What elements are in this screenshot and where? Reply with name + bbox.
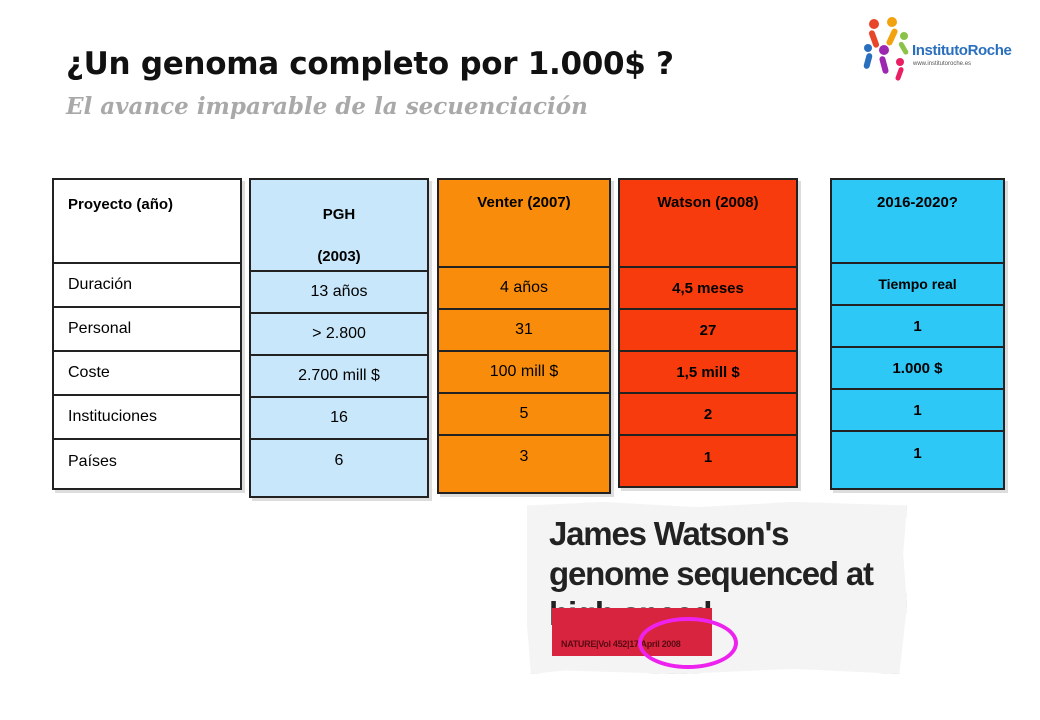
- venter-cell: 100 mill $: [439, 352, 609, 394]
- labels-column-header: Proyecto (año): [54, 180, 240, 264]
- logo-url: www.institutoroche.es: [913, 61, 972, 67]
- watson-cell: 1: [703, 448, 713, 466]
- watson-column: Watson (2008) 4,5 meses 27 1,5 mill $ 2 …: [618, 178, 798, 488]
- future-column: 2016-2020? Tiempo real 1 1.000 $ 1 1: [830, 178, 1005, 490]
- pgh-cell: 6: [334, 452, 344, 469]
- future-cell: 1: [832, 390, 1003, 432]
- date-highlight-circle: [638, 617, 738, 669]
- venter-column: Venter (2007) 4 años 31 100 mill $ 5 3: [437, 178, 611, 494]
- label-cell: Instituciones: [54, 396, 240, 440]
- future-cell: 1.000 $: [832, 348, 1003, 390]
- label-cell: Países: [68, 453, 117, 470]
- labels-column: Proyecto (año) Duración Personal Coste I…: [52, 178, 242, 490]
- pgh-cell: 16: [251, 398, 427, 440]
- venter-cell: 31: [439, 310, 609, 352]
- clipping-reference: NATURE|Vol 452|17 April 2008: [561, 639, 681, 649]
- label-cell: Personal: [54, 308, 240, 352]
- pgh-cell: 2.700 mill $: [251, 356, 427, 398]
- logo-figures-icon: [863, 17, 909, 81]
- venter-cell: 4 años: [439, 268, 609, 310]
- pgh-cell: > 2.800: [251, 314, 427, 356]
- future-cell: Tiempo real: [832, 264, 1003, 306]
- label-cell: Coste: [54, 352, 240, 396]
- venter-column-header: Venter (2007): [439, 180, 609, 268]
- logo-name: InstitutoRoche: [912, 42, 1012, 59]
- label-cell: Duración: [54, 264, 240, 308]
- nature-newspaper-clipping: James Watson's genome sequenced at high …: [527, 502, 907, 674]
- pgh-column: PGH (2003) 13 años > 2.800 2.700 mill $ …: [249, 178, 429, 498]
- watson-cell: 2: [620, 394, 796, 436]
- pgh-header-name: PGH: [322, 206, 356, 223]
- slide-subtitle: El avance imparable de la secuenciación: [66, 93, 588, 120]
- venter-cell: 5: [439, 394, 609, 436]
- watson-column-header: Watson (2008): [620, 180, 796, 268]
- future-cell: 1: [913, 444, 922, 462]
- pgh-column-header: PGH (2003): [251, 180, 427, 272]
- pgh-header-year: (2003): [317, 248, 361, 265]
- future-column-header: 2016-2020?: [832, 180, 1003, 264]
- watson-cell: 4,5 meses: [620, 268, 796, 310]
- watson-cell: 1,5 mill $: [620, 352, 796, 394]
- instituto-roche-logo: InstitutoRoche www.institutoroche.es: [860, 14, 1030, 84]
- watson-cell: 27: [620, 310, 796, 352]
- slide-title: ¿Un genoma completo por 1.000$ ?: [66, 46, 674, 82]
- pgh-cell: 13 años: [251, 272, 427, 314]
- venter-cell: 3: [519, 448, 529, 465]
- future-cell: 1: [832, 306, 1003, 348]
